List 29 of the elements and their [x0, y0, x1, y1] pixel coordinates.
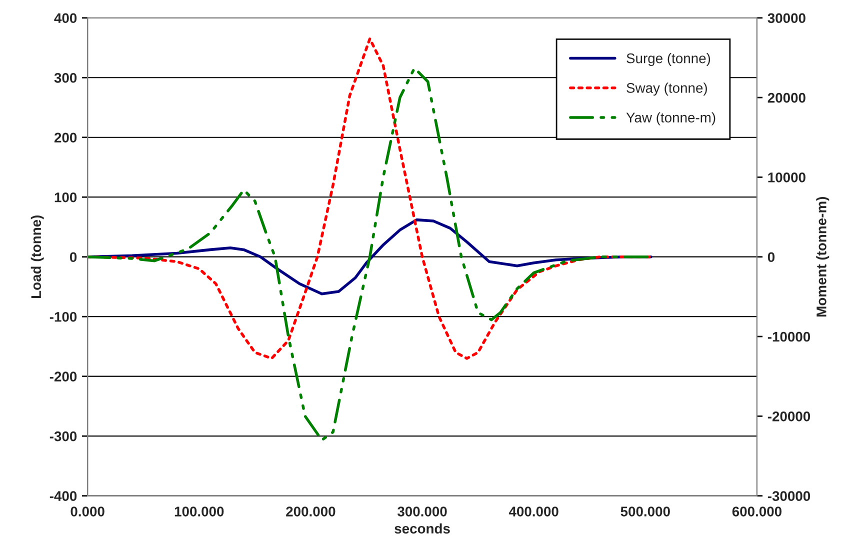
y-tick-label: 100: [54, 192, 77, 202]
x-tick-label: 500.000: [620, 506, 670, 516]
y2-tick-label: 0: [768, 252, 775, 262]
y-tick-label: -300: [50, 431, 77, 442]
y-tick-label: -100: [50, 312, 77, 322]
y-axis-title: Load (tonne): [30, 216, 44, 298]
legend-label: Yaw (tonne-m): [626, 112, 716, 126]
x-tick-label: 400.000: [508, 506, 558, 516]
y2-tick-label: -10000: [768, 332, 810, 342]
x-tick-label: 600.000: [732, 506, 782, 516]
x-tick-label: 0.000: [70, 506, 104, 516]
legend-label: Sway (tonne): [626, 82, 707, 96]
y2-tick-label: -20000: [768, 412, 810, 422]
y2-tick-label: -30000: [768, 491, 810, 502]
y-tick-label: 200: [54, 132, 77, 143]
x-tick-label: 300.000: [397, 506, 447, 516]
x-axis-title: seconds: [394, 523, 450, 534]
y-tick-label: 400: [54, 13, 77, 24]
y-tick-label: -400: [50, 491, 77, 501]
y-tick-label: 300: [54, 72, 77, 83]
x-tick-label: 200.000: [286, 506, 336, 516]
y2-tick-label: 10000: [768, 172, 806, 182]
y-tick-label: 0: [70, 252, 77, 262]
legend-label: Surge (tonne): [626, 53, 710, 66]
y2-axis-title: Moment (tonne-m): [816, 196, 830, 316]
y-tick-label: -200: [50, 372, 77, 382]
y2-tick-label: 30000: [768, 13, 806, 24]
x-tick-label: 100.000: [174, 506, 224, 516]
y2-tick-label: 20000: [768, 92, 806, 103]
